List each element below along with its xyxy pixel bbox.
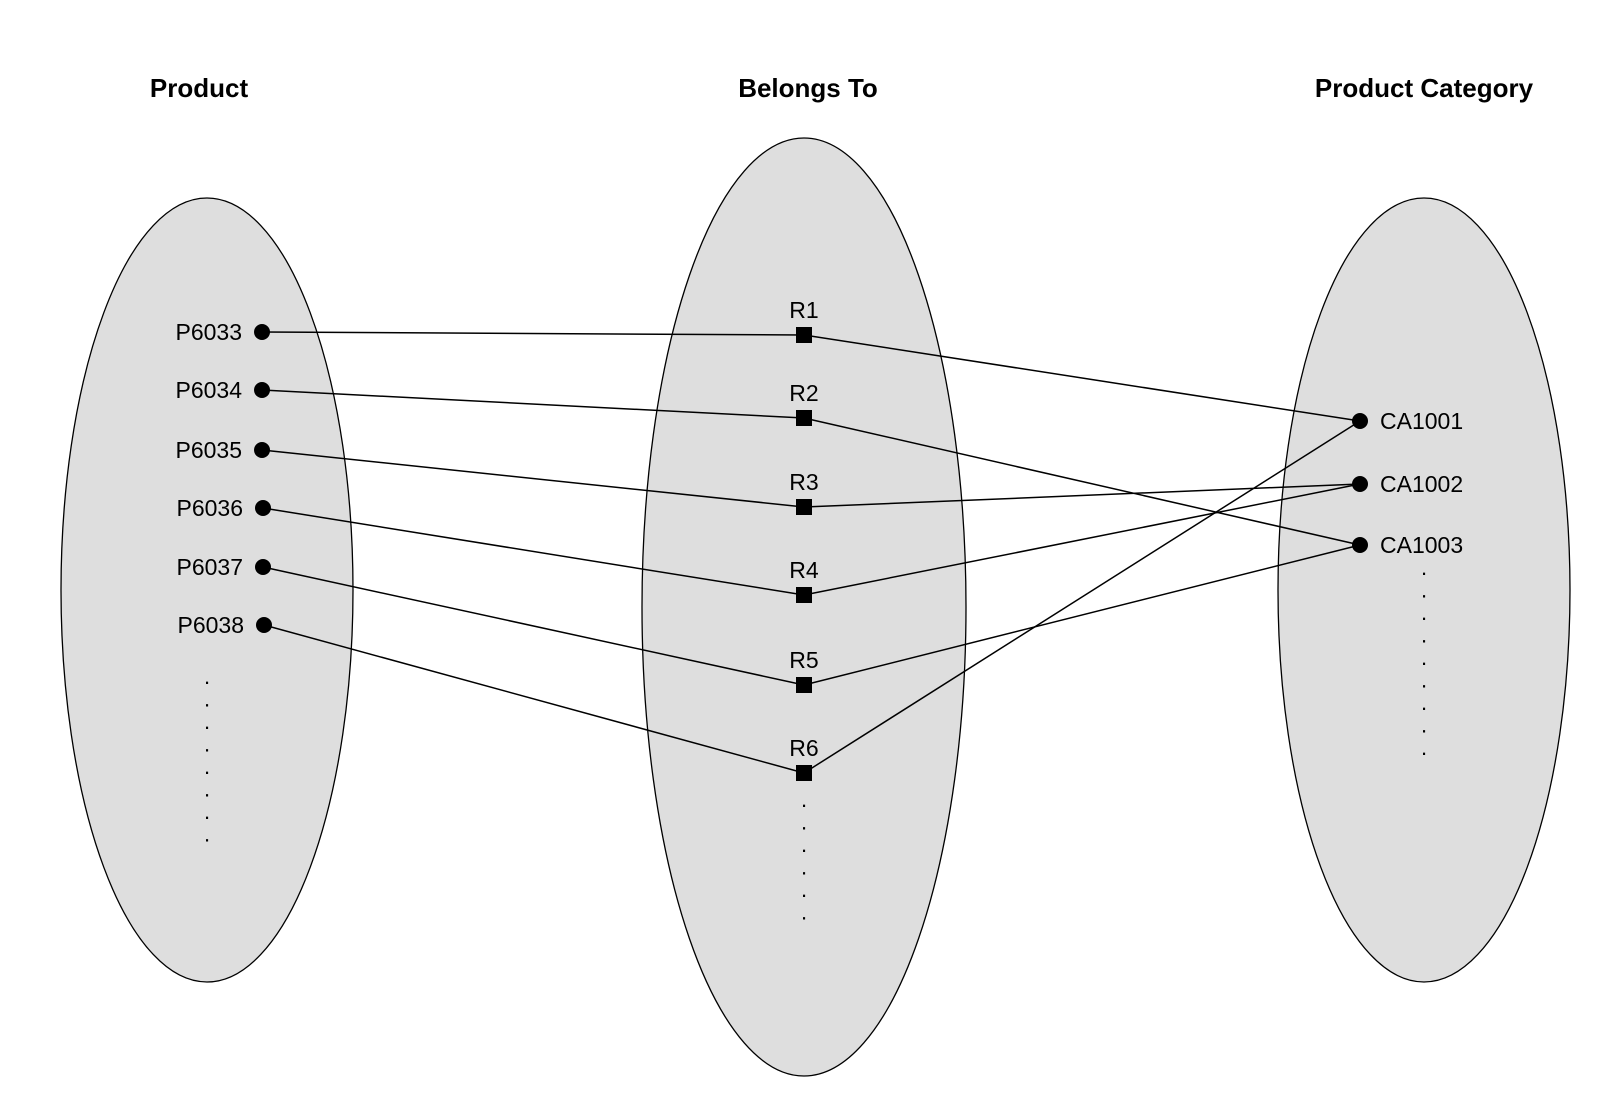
relationship-node-square bbox=[796, 677, 812, 693]
relationship-node-label: R3 bbox=[789, 469, 818, 495]
product-node-label: P6038 bbox=[177, 612, 244, 638]
relationship-node-label: R4 bbox=[789, 557, 819, 583]
relationship-node-label: R1 bbox=[789, 297, 818, 323]
product-node-dot bbox=[256, 617, 272, 633]
category-node-label: CA1002 bbox=[1380, 471, 1463, 497]
product-node-dot bbox=[255, 559, 271, 575]
mapping-edges bbox=[261, 331, 1361, 774]
belongs-to-set-ellipse bbox=[641, 137, 967, 1077]
relationship-node-square bbox=[796, 765, 812, 781]
edge-r3-ca1002 bbox=[803, 483, 1361, 508]
category-node-dot bbox=[1352, 476, 1368, 492]
edge-p6037-r5 bbox=[262, 566, 805, 686]
relationship-node-square bbox=[796, 327, 812, 343]
relationship-node-square bbox=[796, 410, 812, 426]
edge-r1-ca1001 bbox=[803, 334, 1361, 422]
product-category-set-ellipse bbox=[1277, 197, 1571, 983]
product-node-label: P6034 bbox=[175, 377, 242, 403]
product-continuation-ellipsis: ........ bbox=[204, 664, 210, 847]
product-category-set-title: Product Category bbox=[1315, 73, 1534, 103]
relationship-node-label: R2 bbox=[789, 380, 818, 406]
edge-p6036-r4 bbox=[262, 507, 805, 596]
relationship-node-label: R6 bbox=[789, 735, 818, 761]
product-set-title: Product bbox=[150, 73, 249, 103]
product-category-continuation-ellipsis: ......... bbox=[1421, 555, 1427, 760]
product-node-dot bbox=[254, 382, 270, 398]
relationship-node-square bbox=[796, 587, 812, 603]
product-node-label: P6035 bbox=[175, 437, 242, 463]
edge-r6-ca1001 bbox=[803, 420, 1361, 774]
edge-p6038-r6 bbox=[263, 624, 805, 774]
edge-r5-ca1003 bbox=[803, 544, 1361, 686]
edge-p6035-r3 bbox=[261, 449, 805, 508]
category-node-label: CA1003 bbox=[1380, 532, 1463, 558]
belongs-to-set-title: Belongs To bbox=[738, 73, 878, 103]
product-set-ellipse bbox=[60, 197, 354, 983]
product-node-dot bbox=[255, 500, 271, 516]
category-node-dot bbox=[1352, 537, 1368, 553]
relationship-node-label: R5 bbox=[789, 647, 818, 673]
category-node-dot bbox=[1352, 413, 1368, 429]
edge-p6033-r1 bbox=[261, 331, 805, 336]
continuation-markers: ....................... bbox=[204, 555, 1427, 925]
category-node-label: CA1001 bbox=[1380, 408, 1463, 434]
product-node-label: P6033 bbox=[175, 319, 242, 345]
product-node-label: P6036 bbox=[176, 495, 243, 521]
edge-p6034-r2 bbox=[261, 389, 805, 419]
belongs-to-continuation-ellipsis: ...... bbox=[801, 787, 807, 925]
edge-r4-ca1002 bbox=[803, 483, 1361, 596]
relationship-node-square bbox=[796, 499, 812, 515]
product-node-dot bbox=[254, 442, 270, 458]
set-members: P6033 P6034 P6035 P6036 P6037 P6038 R1 R2 R3 R4 R5… bbox=[175, 297, 1463, 781]
product-node-dot bbox=[254, 324, 270, 340]
edge-r2-ca1003 bbox=[803, 417, 1361, 546]
product-node-label: P6037 bbox=[176, 554, 243, 580]
